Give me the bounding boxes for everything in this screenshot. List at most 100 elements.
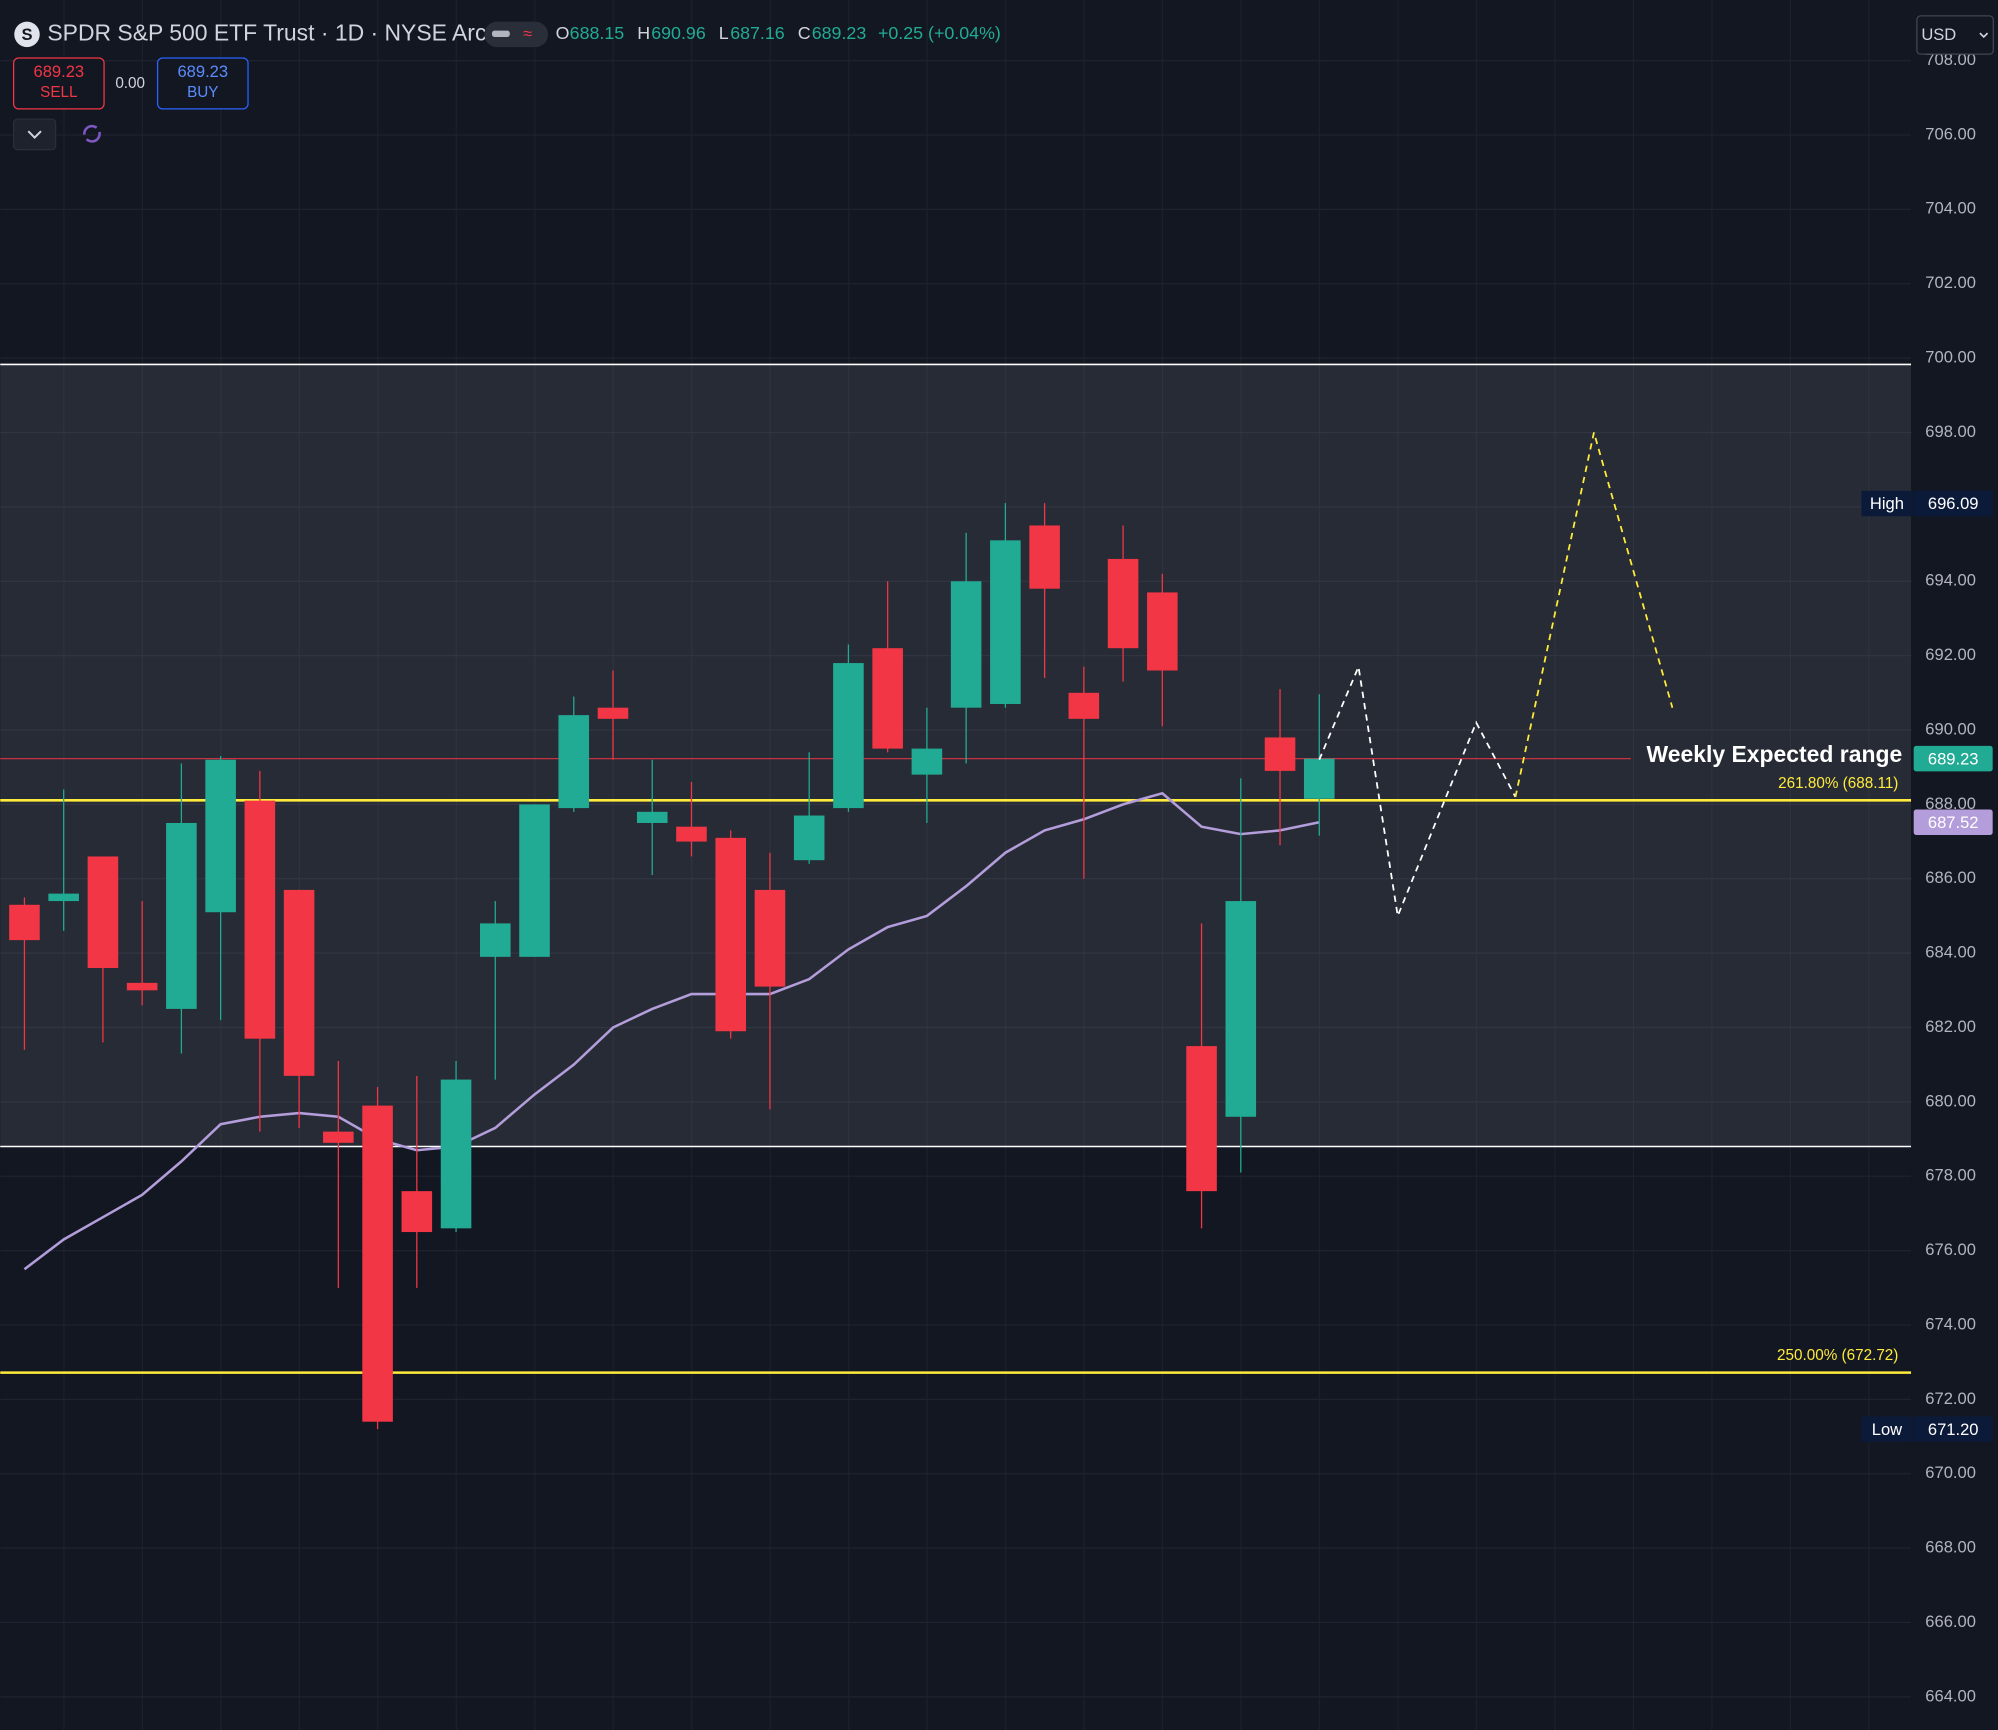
collapse-button[interactable] bbox=[12, 118, 57, 151]
price-badge bbox=[1913, 1416, 1993, 1442]
candle-body bbox=[1068, 692, 1100, 719]
candle-body bbox=[676, 826, 707, 842]
y-tick-label: 694.00 bbox=[1925, 571, 1976, 590]
candle-body bbox=[166, 822, 197, 1009]
candle-body bbox=[519, 804, 550, 957]
y-tick-label: 698.00 bbox=[1925, 422, 1976, 441]
fib-level-label: 261.80% (688.11) bbox=[1778, 775, 1898, 792]
status-dash bbox=[491, 30, 510, 37]
currency-button[interactable] bbox=[1916, 15, 1994, 55]
hl-label-box bbox=[1861, 1416, 1913, 1442]
candle-body bbox=[126, 982, 158, 991]
ohlc-c: C bbox=[798, 23, 811, 43]
candle-body bbox=[950, 581, 982, 708]
symbol-letter: S bbox=[21, 25, 32, 44]
candle-body bbox=[48, 893, 79, 902]
ohlc-l: L bbox=[719, 23, 729, 43]
refresh-icon[interactable] bbox=[83, 124, 101, 143]
y-tick-label: 690.00 bbox=[1925, 719, 1976, 738]
candle-body bbox=[1264, 737, 1296, 771]
y-tick-label: 674.00 bbox=[1925, 1314, 1976, 1333]
ohlc-low: 687.16 bbox=[730, 23, 785, 43]
y-tick-label: 682.00 bbox=[1925, 1017, 1976, 1036]
fib-level-label: 250.00% (672.72) bbox=[1777, 1347, 1898, 1364]
range-box bbox=[0, 364, 1912, 1147]
candle-body bbox=[244, 800, 276, 1039]
candle-body bbox=[440, 1079, 472, 1229]
price-badge-label: 696.09 bbox=[1928, 494, 1979, 513]
candle-body bbox=[793, 815, 825, 861]
sell-label: SELL bbox=[40, 84, 77, 101]
candle-body bbox=[1225, 901, 1257, 1117]
candle-body bbox=[480, 923, 511, 957]
candle-body bbox=[205, 759, 236, 913]
ohlc-h: H bbox=[637, 23, 650, 43]
candle-body bbox=[833, 663, 864, 809]
ohlc-high: 690.96 bbox=[651, 23, 706, 43]
currency-chevron bbox=[1979, 32, 1989, 39]
candle-body bbox=[990, 540, 1021, 704]
candle-body bbox=[362, 1105, 393, 1422]
projection-path bbox=[1514, 432, 1674, 798]
status-pill[interactable] bbox=[484, 21, 549, 48]
chevron-icon bbox=[27, 130, 42, 140]
y-tick-label: 684.00 bbox=[1925, 943, 1976, 962]
y-tick-label: 688.00 bbox=[1925, 794, 1976, 813]
candle-body bbox=[597, 707, 629, 719]
candle-body bbox=[754, 889, 786, 987]
y-tick-label: 686.00 bbox=[1925, 868, 1976, 887]
price-badge bbox=[1913, 490, 1993, 517]
y-tick-label: 670.00 bbox=[1925, 1463, 1976, 1482]
candle-body bbox=[9, 904, 40, 941]
price-badge-label: 687.52 bbox=[1928, 813, 1979, 832]
hl-label: High bbox=[1870, 494, 1904, 513]
ohlc-change: +0.25 (+0.04%) bbox=[878, 23, 1001, 43]
buy-button[interactable] bbox=[156, 57, 249, 110]
sell-price: 689.23 bbox=[34, 62, 85, 81]
candle-body bbox=[1303, 758, 1335, 799]
candle-body bbox=[1186, 1046, 1217, 1192]
hl-label: Low bbox=[1872, 1420, 1902, 1439]
ohlc-close: 689.23 bbox=[812, 23, 867, 43]
candle-body bbox=[401, 1191, 433, 1233]
y-tick-label: 680.00 bbox=[1925, 1091, 1976, 1110]
range-label: Weekly Expected range bbox=[1647, 741, 1903, 767]
y-tick-label: 704.00 bbox=[1925, 199, 1976, 218]
candle-body bbox=[1107, 558, 1139, 649]
hl-label-box bbox=[1861, 490, 1913, 517]
candle-body bbox=[715, 837, 746, 1032]
y-tick-label: 664.00 bbox=[1925, 1686, 1976, 1705]
candle-body bbox=[283, 889, 315, 1076]
candle-body bbox=[323, 1131, 354, 1143]
buy-price: 689.23 bbox=[177, 62, 228, 81]
y-tick-label: 678.00 bbox=[1925, 1166, 1976, 1185]
y-tick-label: 676.00 bbox=[1925, 1240, 1976, 1259]
status-icon: ≈ bbox=[523, 24, 532, 43]
y-tick-label: 700.00 bbox=[1925, 347, 1976, 366]
y-tick-label: 692.00 bbox=[1925, 645, 1976, 664]
price-badge bbox=[1913, 809, 1993, 835]
symbol-title[interactable]: SPDR S&P 500 ETF Trust · 1D · NYSE Arca bbox=[47, 19, 499, 45]
moving-average bbox=[23, 791, 1320, 1271]
candle-body bbox=[1147, 592, 1178, 671]
y-tick-label: 668.00 bbox=[1925, 1538, 1976, 1557]
ohlc-o: O bbox=[556, 23, 570, 43]
sell-button[interactable] bbox=[12, 57, 105, 110]
y-tick-label: 672.00 bbox=[1925, 1389, 1976, 1408]
currency: USD bbox=[1921, 25, 1956, 44]
spread: 0.00 bbox=[115, 75, 145, 92]
candle-body bbox=[1029, 525, 1060, 589]
price-badge-label: 689.23 bbox=[1928, 749, 1979, 768]
candle-body bbox=[636, 811, 668, 823]
price-badge-label: 671.20 bbox=[1928, 1420, 1979, 1439]
candle-body bbox=[558, 715, 590, 809]
candle-body bbox=[911, 748, 943, 775]
y-tick-label: 706.00 bbox=[1925, 124, 1976, 143]
price-badge bbox=[1913, 745, 1993, 772]
candle-body bbox=[872, 648, 903, 749]
projection-path bbox=[1318, 663, 1517, 920]
ohlc-open: 688.15 bbox=[570, 23, 625, 43]
